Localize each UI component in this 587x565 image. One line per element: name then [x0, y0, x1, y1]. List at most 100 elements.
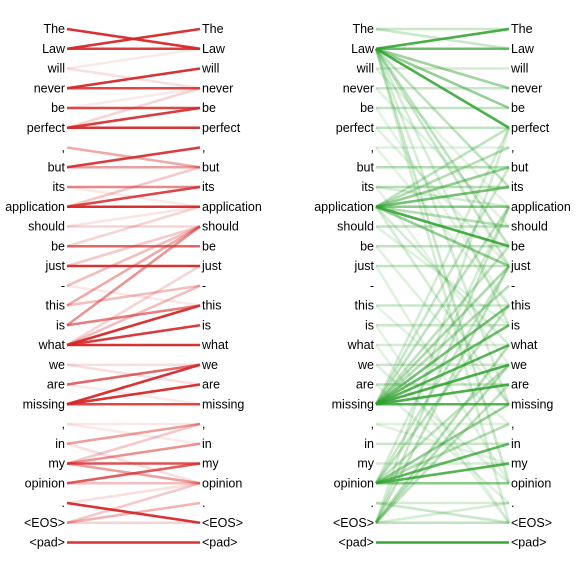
- target-token: -: [511, 279, 515, 293]
- attention-edge-what-to-<EOS>: [374, 344, 511, 524]
- source-token: in: [55, 437, 65, 451]
- attention-edge-we-to-opinion: [375, 363, 510, 485]
- target-token: what: [201, 338, 229, 352]
- target-token: opinion: [202, 476, 242, 490]
- source-token: my: [48, 457, 65, 471]
- source-token: are: [47, 378, 65, 392]
- target-token: are: [202, 378, 220, 392]
- attention-edges: [374, 27, 511, 544]
- attention-edge-what-to-just: [66, 264, 201, 347]
- source-token: missing: [332, 397, 374, 411]
- source-token: but: [48, 160, 66, 174]
- target-token: <EOS>: [511, 516, 552, 530]
- source-token: be: [51, 101, 65, 115]
- target-token: <pad>: [202, 536, 237, 550]
- source-token: perfect: [336, 121, 375, 135]
- source-token: application: [314, 200, 374, 214]
- source-token: be: [360, 101, 374, 115]
- source-token: will: [47, 62, 65, 76]
- target-token: <pad>: [511, 536, 546, 550]
- attention-edge-Law-to-opinion: [374, 48, 511, 484]
- attention-edge-,-to-in: [66, 422, 201, 446]
- source-token: should: [28, 220, 65, 234]
- target-token: application: [511, 200, 571, 214]
- source-token: are: [356, 378, 374, 392]
- attention-edge-<EOS>-to-what: [374, 344, 511, 524]
- source-token: The: [43, 22, 65, 36]
- attention-edge-Law-to-The: [66, 27, 201, 51]
- target-token: my: [511, 457, 528, 471]
- target-token: missing: [202, 397, 244, 411]
- source-token: its: [362, 180, 375, 194]
- attention-edge-application-to-but: [375, 166, 510, 208]
- attention-edge-Law-to-The: [375, 27, 510, 51]
- source-token: .: [62, 496, 65, 510]
- source-token: ,: [371, 141, 374, 155]
- source-token: we: [357, 358, 374, 372]
- attention-edge-what-to-this: [66, 304, 201, 347]
- source-token: never: [343, 81, 374, 95]
- attention-edge-Law-to-just: [374, 48, 511, 267]
- attention-edge-missing-to--: [375, 284, 510, 406]
- target-token: are: [511, 378, 529, 392]
- source-token: what: [38, 338, 66, 352]
- target-token: in: [511, 437, 521, 451]
- source-token: be: [360, 239, 374, 253]
- target-token: this: [202, 299, 221, 313]
- source-token: <pad>: [30, 536, 65, 550]
- target-token: be: [202, 239, 216, 253]
- attention-edge-missing-to-are: [66, 383, 201, 406]
- target-token: is: [202, 318, 211, 332]
- source-token: Law: [351, 42, 375, 56]
- attention-edge-never-to-will: [66, 67, 201, 90]
- attention-edges: [66, 27, 201, 544]
- target-token: but: [202, 160, 220, 174]
- target-token: we: [201, 358, 218, 372]
- source-token: my: [357, 457, 374, 471]
- attention-edge-opinion-to-application: [374, 206, 511, 484]
- attention-edge-.-to-<EOS>: [66, 501, 201, 525]
- source-token: ,: [62, 141, 65, 155]
- source-token: application: [5, 200, 65, 214]
- target-token: -: [202, 279, 206, 293]
- source-token: -: [61, 279, 65, 293]
- attention-edge-Law-to-its: [375, 47, 510, 188]
- source-token: is: [365, 318, 374, 332]
- attention-edge-.-to-<EOS>: [375, 501, 510, 525]
- source-token: never: [34, 81, 65, 95]
- attention-edge-application-to-perfect: [375, 126, 510, 208]
- attention-edge-in-to-,: [66, 422, 201, 446]
- attention-edge-Law-to-never: [375, 47, 510, 90]
- source-token: in: [364, 437, 374, 451]
- source-token: is: [56, 318, 65, 332]
- source-token: The: [352, 22, 374, 36]
- attention-edge-opinion-to-missing: [375, 403, 510, 485]
- source-token: -: [370, 279, 374, 293]
- target-token: perfect: [511, 121, 550, 135]
- target-token: my: [202, 457, 219, 471]
- attention-edge-should-to-is: [375, 225, 510, 327]
- source-token: will: [356, 62, 374, 76]
- target-token: will: [201, 62, 219, 76]
- source-token: be: [51, 239, 65, 253]
- target-token: should: [202, 220, 239, 234]
- target-token: what: [510, 338, 538, 352]
- source-token: missing: [23, 397, 65, 411]
- source-token: <pad>: [339, 536, 374, 550]
- attention-edge-never-to-should: [375, 87, 510, 228]
- target-token: is: [511, 318, 520, 332]
- attention-edge-<EOS>-to-perfect: [374, 127, 511, 524]
- target-token: Law: [202, 42, 226, 56]
- source-token: ,: [371, 417, 374, 431]
- attention-edge---to-should: [66, 225, 201, 287]
- source-token: this: [355, 299, 374, 313]
- target-token: in: [202, 437, 212, 451]
- source-token: just: [45, 259, 66, 273]
- target-token: .: [202, 496, 205, 510]
- attention-edge---to-this: [66, 284, 201, 307]
- target-token: ,: [511, 417, 514, 431]
- source-token: .: [371, 496, 374, 510]
- attention-edge-my-to-,: [66, 422, 201, 465]
- attention-edge-missing-to-what: [375, 343, 510, 406]
